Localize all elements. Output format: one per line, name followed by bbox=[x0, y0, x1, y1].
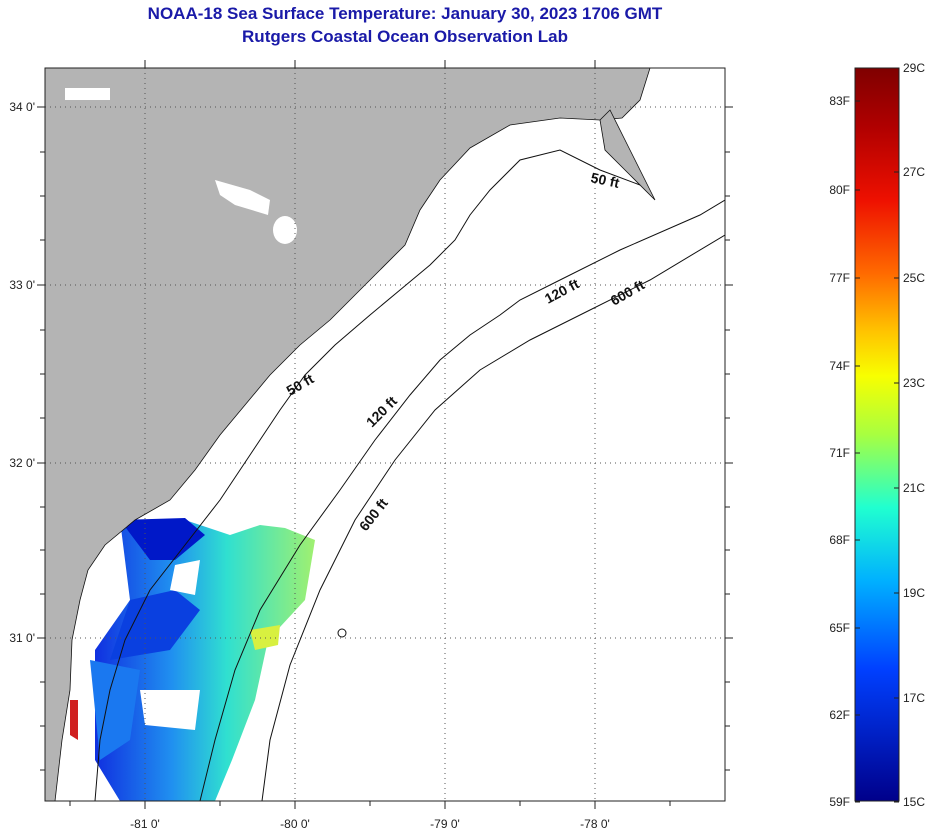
contour-600ft bbox=[261, 234, 725, 801]
colorbar-label-c: 17C bbox=[903, 691, 925, 705]
colorbar-label-f: 83F bbox=[829, 94, 850, 108]
colorbar-label-f: 77F bbox=[829, 271, 850, 285]
contour-120ft bbox=[199, 199, 725, 801]
lon-label-78: -78 0' bbox=[580, 817, 610, 831]
colorbar-label-c: 19C bbox=[903, 586, 925, 600]
lon-label-81: -81 0' bbox=[130, 817, 160, 831]
colorbar-label-f: 59F bbox=[829, 795, 850, 809]
lat-label-34: 34 0' bbox=[9, 100, 35, 114]
lat-label-33: 33 0' bbox=[9, 278, 35, 292]
map-frame bbox=[44, 67, 726, 802]
colorbar-label-f: 71F bbox=[829, 446, 850, 460]
colorbar bbox=[854, 67, 900, 802]
map-area: 50 ft 50 ft 120 ft 120 ft 600 ft 600 ft bbox=[45, 68, 725, 801]
colorbar-label-c: 15C bbox=[903, 795, 925, 809]
colorbar-label-c: 25C bbox=[903, 271, 925, 285]
map-subtitle: Rutgers Coastal Ocean Observation Lab bbox=[242, 27, 568, 46]
colorbar-label-c: 21C bbox=[903, 481, 925, 495]
colorbar-label-f: 80F bbox=[829, 183, 850, 197]
colorbar-label-f: 68F bbox=[829, 533, 850, 547]
lat-label-32: 32 0' bbox=[9, 456, 35, 470]
contour-label-50ft-north: 50 ft bbox=[589, 169, 621, 191]
land-mass bbox=[45, 68, 651, 801]
axis-ticks bbox=[37, 60, 733, 809]
map-title: NOAA-18 Sea Surface Temperature: January… bbox=[147, 4, 663, 23]
colorbar-label-f: 62F bbox=[829, 708, 850, 722]
colorbar-labels: 83F 80F 77F 74F 71F 68F 65F 62F 59F 29C 27C 25C 23C 2… bbox=[829, 61, 925, 809]
graticule bbox=[45, 68, 725, 801]
colorbar-label-f: 74F bbox=[829, 359, 850, 373]
contour-50ft bbox=[94, 149, 641, 801]
colorbar-label-c: 29C bbox=[903, 61, 925, 75]
colorbar-label-c: 23C bbox=[903, 376, 925, 390]
lon-label-80: -80 0' bbox=[280, 817, 310, 831]
lat-label-31: 31 0' bbox=[9, 631, 35, 645]
lon-label-79: -79 0' bbox=[430, 817, 460, 831]
colorbar-label-f: 65F bbox=[829, 621, 850, 635]
colorbar-label-c: 27C bbox=[903, 165, 925, 179]
